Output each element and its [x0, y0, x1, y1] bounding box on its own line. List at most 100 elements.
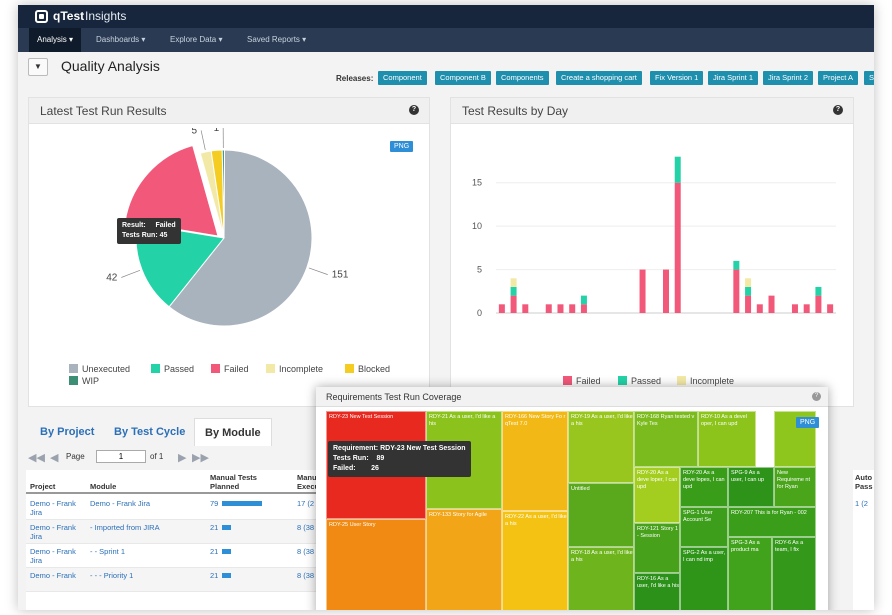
- nav-analysis[interactable]: Analysis ▾: [29, 28, 82, 52]
- treemap-cell[interactable]: RDY-6 As a team, I fix: [772, 537, 816, 610]
- header-project[interactable]: Project: [30, 482, 56, 491]
- bar-failed[interactable]: [522, 304, 529, 313]
- page-input[interactable]: [96, 450, 146, 463]
- bar-failed[interactable]: [815, 295, 822, 313]
- bar-failed[interactable]: [756, 304, 763, 313]
- treemap-cell[interactable]: RDY-20 As a deve loper, I can upd: [634, 467, 680, 523]
- legend-incomplete[interactable]: Incomplete: [266, 364, 323, 374]
- header-module[interactable]: Module: [90, 482, 117, 491]
- treemap-cell[interactable]: RDY-22 As a user, I'd like a his: [502, 511, 568, 610]
- day-legend-failed[interactable]: Failed: [563, 376, 601, 386]
- legend-blocked[interactable]: Blocked: [345, 364, 390, 374]
- header-manual-exec[interactable]: Manu Execu: [297, 473, 317, 491]
- pie-slice-unexecuted[interactable]: [168, 149, 313, 327]
- cell-project[interactable]: Demo - Frank Jira: [30, 523, 76, 541]
- day-legend-incomplete[interactable]: Incomplete: [677, 376, 734, 386]
- pie-slice-wip[interactable]: [221, 149, 225, 239]
- bar-failed[interactable]: [768, 295, 775, 313]
- treemap-png-button[interactable]: PNG: [796, 417, 820, 428]
- last-page-icon[interactable]: ▶▶: [192, 452, 209, 464]
- next-page-icon[interactable]: ▶: [178, 452, 187, 464]
- treemap-cell[interactable]: RDY-19 As a user, I'd like a his: [568, 411, 634, 483]
- treemap-cell[interactable]: RDY-18 As a user, I'd like a his: [568, 547, 634, 610]
- release-component[interactable]: Component: [378, 71, 427, 85]
- release-jira-sprint-1[interactable]: Jira Sprint 1: [708, 71, 759, 85]
- bar-failed[interactable]: [510, 295, 517, 313]
- bar-incomplete[interactable]: [510, 278, 517, 287]
- treemap-cell[interactable]: RDY-20 As a deve lopes, I can upd: [680, 467, 728, 507]
- cell-module[interactable]: - Imported from JIRA: [90, 523, 160, 532]
- bar-passed[interactable]: [510, 286, 517, 296]
- bar-failed[interactable]: [733, 269, 740, 313]
- treemap-cell[interactable]: SPG-3 As a product ma: [728, 537, 772, 610]
- release-create-shopping-cart[interactable]: Create a shopping cart: [556, 71, 642, 85]
- png-export-button[interactable]: PNG: [390, 141, 414, 152]
- cell-module[interactable]: - - Sprint 1: [90, 547, 126, 556]
- treemap-cell[interactable]: RDY-121 Story 1 - Session: [634, 523, 680, 573]
- header-manual-planned[interactable]: Manual Tests Planned: [210, 473, 257, 491]
- cell-project[interactable]: Demo - Frank Jira: [30, 547, 76, 565]
- cell-module[interactable]: - - - Priority 1: [90, 571, 134, 580]
- bar-failed[interactable]: [745, 295, 752, 313]
- release-jira-sprint-2[interactable]: Jira Sprint 2: [763, 71, 814, 85]
- treemap-cell[interactable]: RDY-207 This is for Ryan - 002: [728, 507, 816, 537]
- legend-passed[interactable]: Passed: [151, 364, 194, 374]
- cell-project[interactable]: Demo - Frank Jira: [30, 499, 76, 517]
- bar-failed[interactable]: [545, 304, 552, 313]
- release-component-b[interactable]: Component B: [435, 71, 491, 85]
- treemap-cell[interactable]: SPG-9 As a user, I can up: [728, 467, 774, 507]
- first-page-icon[interactable]: ◀◀: [28, 452, 45, 464]
- release-fix-version-1[interactable]: Fix Version 1: [650, 71, 704, 85]
- bar-failed[interactable]: [791, 304, 798, 313]
- prev-page-icon[interactable]: ◀: [50, 452, 59, 464]
- bar-failed[interactable]: [674, 182, 681, 313]
- treemap-cell[interactable]: SPG-2 As a user, I can nd imp: [680, 547, 728, 610]
- treemap-cell[interactable]: RDY-168 Ryan tested v Kyle Tes: [634, 411, 698, 467]
- bar-failed[interactable]: [663, 269, 669, 313]
- pie-slice-failed[interactable]: [124, 144, 219, 237]
- bar-failed[interactable]: [639, 269, 646, 313]
- tab-by-module[interactable]: By Module: [194, 418, 272, 446]
- tab-by-project[interactable]: By Project: [40, 426, 95, 438]
- treemap-cell[interactable]: SPG-1 User Account Se: [680, 507, 728, 547]
- tab-by-test-cycle[interactable]: By Test Cycle: [114, 426, 186, 438]
- legend-failed[interactable]: Failed: [211, 364, 249, 374]
- cell-project[interactable]: Demo - Frank: [30, 571, 76, 580]
- help-icon[interactable]: ?: [833, 105, 843, 115]
- bar-failed[interactable]: [580, 304, 587, 313]
- treemap-cell[interactable]: Untitled: [568, 483, 634, 547]
- day-legend-passed[interactable]: Passed: [618, 376, 661, 386]
- filter-button[interactable]: ▼: [28, 58, 48, 76]
- treemap-cell[interactable]: RDY-166 New Story Fo r qTest 7.0: [502, 411, 568, 511]
- bar-failed[interactable]: [498, 304, 505, 313]
- table-row[interactable]: Demo - Frank Jira Demo - Frank Jira 79 1…: [26, 496, 316, 520]
- release-components[interactable]: Components: [496, 71, 549, 85]
- nav-explore-data[interactable]: Explore Data ▾: [170, 35, 223, 44]
- bar-passed[interactable]: [815, 286, 822, 296]
- bar-passed[interactable]: [733, 260, 740, 270]
- help-icon[interactable]: ?: [409, 105, 419, 115]
- table-row[interactable]: Demo - Frank Jira - - Sprint 1 21 8 (38: [26, 544, 316, 568]
- treemap-cell[interactable]: RDY-16 As a user, I'd like a his: [634, 573, 680, 610]
- treemap-cell[interactable]: New Requireme nt for Ryan: [774, 467, 816, 507]
- nav-dashboards[interactable]: Dashboards ▾: [96, 35, 146, 44]
- release-more[interactable]: S: [864, 71, 874, 85]
- bar-passed[interactable]: [745, 286, 752, 296]
- nav-saved-reports[interactable]: Saved Reports ▾: [247, 35, 307, 44]
- bar-failed[interactable]: [557, 304, 564, 313]
- bar-failed[interactable]: [569, 304, 576, 313]
- treemap-cell[interactable]: RDY-10 As a devel oper, I can upd: [698, 411, 756, 467]
- help-icon[interactable]: ?: [812, 392, 821, 401]
- bar-failed[interactable]: [803, 304, 810, 313]
- table-row[interactable]: Demo - Frank - - - Priority 1 21 8 (38: [26, 568, 316, 592]
- legend-wip[interactable]: WIP: [69, 376, 99, 386]
- bar-incomplete[interactable]: [745, 278, 752, 287]
- bar-passed[interactable]: [674, 156, 681, 183]
- bar-failed[interactable]: [827, 304, 834, 313]
- release-project-a[interactable]: Project A: [818, 71, 859, 85]
- cell-module[interactable]: Demo - Frank Jira: [90, 499, 151, 508]
- treemap-cell[interactable]: RDY-25 User Story: [326, 519, 426, 610]
- treemap-cell[interactable]: RDY-133 Story for Agile: [426, 509, 502, 610]
- header-auto[interactable]: Auto Pass: [855, 473, 873, 491]
- table-row[interactable]: Demo - Frank Jira - Imported from JIRA 2…: [26, 520, 316, 544]
